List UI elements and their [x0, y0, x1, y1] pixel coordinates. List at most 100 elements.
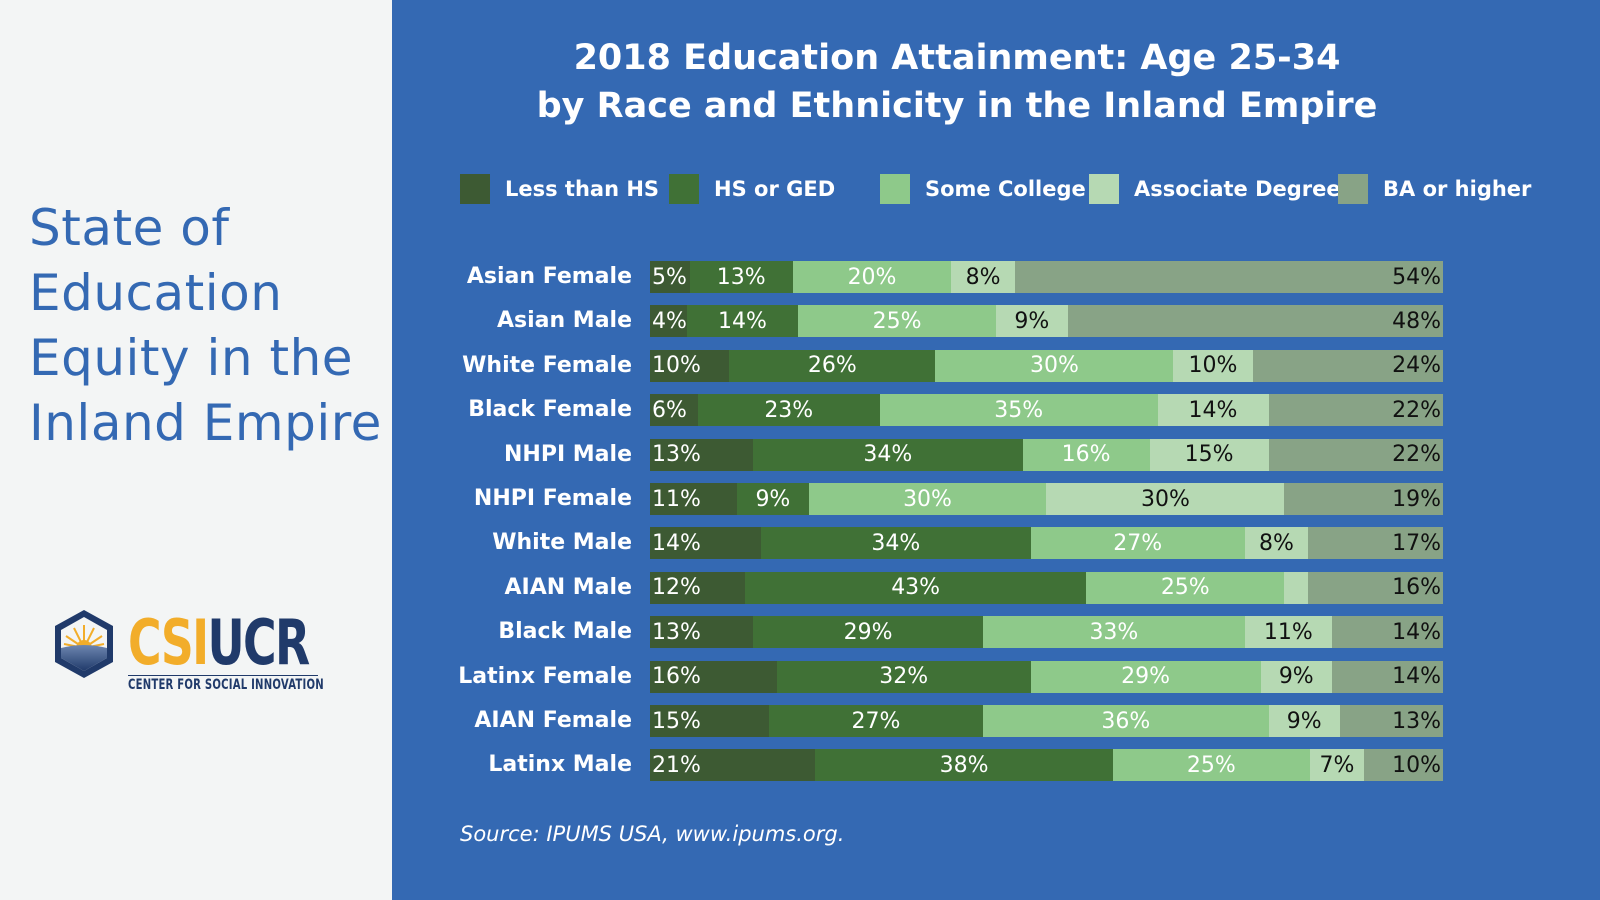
bar-row: 10% 26% 30% 10% 24%: [650, 349, 1443, 382]
bar-segment: 16%: [650, 660, 777, 693]
data-label: 4%: [652, 308, 687, 334]
data-label: 29%: [1121, 664, 1171, 690]
data-label: 14%: [652, 530, 701, 556]
data-label: 5%: [652, 264, 687, 290]
bar-segment: 27%: [768, 705, 984, 737]
legend-label: BA or higher: [1383, 177, 1532, 201]
legend-swatch: [669, 174, 699, 204]
chart-panel: 2018 Education Attainment: Age 25-34 by …: [392, 0, 1600, 900]
data-label: 17%: [1392, 530, 1441, 556]
bar-segment: 9%: [996, 305, 1068, 338]
logo-divider: [128, 675, 318, 676]
data-label: 43%: [891, 575, 941, 601]
bar-segment: 14%: [650, 527, 762, 560]
legend-item: HS or GED: [669, 174, 835, 204]
bar-segment: 26%: [729, 349, 936, 382]
data-label: 10%: [652, 353, 701, 379]
bar-row: 11% 9% 30% 30% 19%: [650, 483, 1443, 515]
category-label: AIAN Male: [504, 574, 632, 600]
data-label: 25%: [1186, 752, 1236, 778]
bar-segment: 36%: [983, 705, 1269, 737]
legend-label: HS or GED: [714, 177, 836, 201]
data-label: 13%: [716, 264, 766, 290]
bar-segment: 38%: [814, 749, 1114, 782]
bar-segment: 25%: [1086, 571, 1285, 604]
category-label: Black Female: [468, 397, 632, 423]
data-label: 16%: [652, 664, 701, 690]
legend-swatch: [880, 174, 910, 204]
data-label: 16%: [1061, 442, 1111, 468]
legend-swatch: [1338, 174, 1368, 204]
data-label: 13%: [652, 442, 701, 468]
csi-ucr-logo: CSIUCR CENTER FOR SOCIAL INNOVATION: [52, 608, 332, 698]
legend-item: Associate Degree: [1089, 174, 1341, 204]
legend-item: Less than HS: [460, 174, 659, 204]
data-label: 10%: [1188, 353, 1238, 379]
data-label: 9%: [755, 486, 791, 512]
bar-segment: 12%: [650, 571, 746, 604]
legend-label: Less than HS: [505, 177, 660, 201]
category-label: NHPI Female: [473, 486, 632, 511]
bar-row: 15% 27% 36% 9% 13%: [650, 705, 1443, 737]
bar-segment: 35%: [879, 394, 1158, 427]
bar-segment: 54%: [1014, 261, 1443, 293]
bar-segment: 13%: [650, 438, 754, 471]
page-heading-line: Equity in the: [29, 329, 354, 387]
bar-segment: 25%: [797, 305, 997, 338]
source-note: Source: IPUMS USA, www.ipums.org.: [460, 822, 845, 846]
data-label: 32%: [879, 664, 929, 690]
legend-item: BA or higher: [1338, 174, 1531, 204]
bar-segment: 30%: [808, 483, 1047, 515]
data-label: 19%: [1392, 486, 1441, 512]
bar-segment: 9%: [737, 483, 809, 515]
bar-segment: 14%: [1331, 660, 1443, 693]
bar-row: 12% 43% 25% 16%: [650, 571, 1443, 604]
bar-segment: 48%: [1067, 305, 1443, 338]
data-label: 15%: [652, 708, 701, 734]
data-label: 14%: [1392, 619, 1441, 645]
bar-segment: 15%: [650, 705, 769, 737]
bar-row: 5% 13% 20% 8% 54%: [650, 261, 1443, 293]
data-label: 35%: [994, 397, 1044, 423]
data-label: 20%: [847, 264, 897, 290]
data-label: 38%: [939, 752, 989, 778]
data-label: 8%: [965, 264, 1001, 290]
bar-segment: 16%: [1308, 571, 1443, 604]
legend-swatch: [1089, 174, 1119, 204]
bar-segment: 10%: [1173, 349, 1253, 382]
bar-segment: 13%: [1339, 705, 1443, 737]
data-label: 48%: [1392, 308, 1441, 334]
data-label: 30%: [1140, 486, 1190, 512]
category-label: NHPI Male: [504, 441, 632, 467]
bar-segment: 16%: [1022, 438, 1150, 471]
page-heading: State of Education Equity in the Inland …: [29, 196, 384, 456]
bar-segment: 22%: [1268, 394, 1443, 427]
data-label: 9%: [1014, 308, 1050, 334]
legend-label: Some College: [925, 177, 1086, 201]
data-label: 27%: [1113, 530, 1163, 556]
bar-segment: 10%: [1364, 749, 1443, 782]
category-label: Latinx Female: [458, 663, 632, 689]
bar-row: 14% 34% 27% 8% 17%: [650, 527, 1443, 560]
bar-row: 16% 32% 29% 9% 14%: [650, 660, 1443, 693]
chart-title-line: by Race and Ethnicity in the Inland Empi…: [536, 86, 1378, 126]
bar-segment: 14%: [1331, 616, 1443, 649]
bar-segment: 14%: [1157, 394, 1269, 427]
bar-segment: 27%: [1030, 527, 1245, 560]
bar-segment: 19%: [1284, 483, 1443, 515]
bar-segment: [1284, 571, 1309, 604]
bar-segment: 24%: [1252, 349, 1443, 382]
data-label: 30%: [1029, 353, 1079, 379]
sidebar: State of Education Equity in the Inland …: [0, 0, 392, 900]
bar-segment: 22%: [1268, 438, 1443, 471]
data-label: 33%: [1089, 619, 1139, 645]
data-label: 25%: [1160, 575, 1210, 601]
bar-segment: 25%: [1113, 749, 1310, 782]
bar-segment: 30%: [935, 349, 1174, 382]
bar-segment: 8%: [1244, 527, 1309, 560]
data-label: 6%: [652, 397, 687, 423]
logo-csi: CSI: [128, 606, 209, 679]
data-label: 29%: [843, 619, 893, 645]
bar-segment: 20%: [792, 261, 952, 293]
bar-segment: 30%: [1046, 483, 1285, 515]
